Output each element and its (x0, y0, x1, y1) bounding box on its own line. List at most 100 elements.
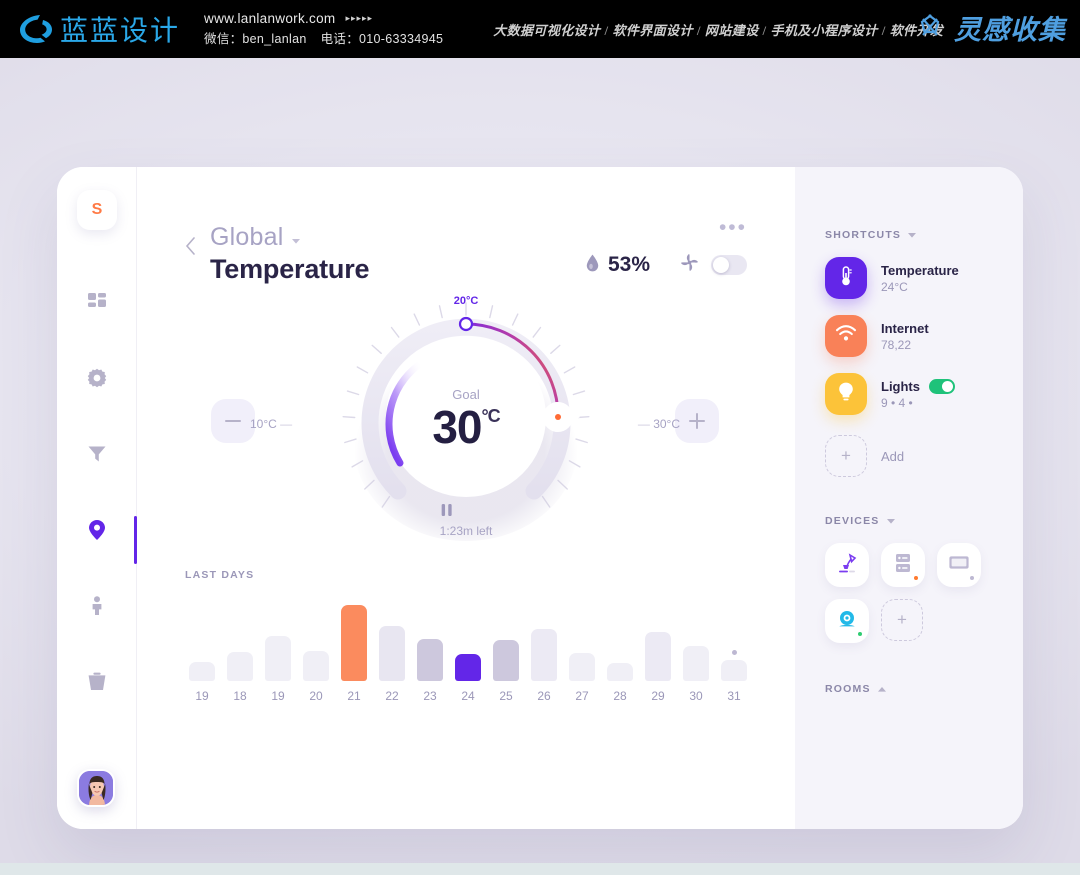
bar-column[interactable] (265, 636, 291, 681)
device-monitor[interactable] (937, 543, 981, 587)
right-panel: SHORTCUTS Temperature (795, 167, 1023, 829)
bar-column[interactable] (455, 654, 481, 681)
device-desk-lamp[interactable] (825, 543, 869, 587)
bar-column[interactable] (607, 663, 633, 681)
sidebar-item-filter[interactable] (75, 432, 119, 476)
location-pin-icon (88, 519, 106, 541)
increase-temperature-button[interactable] (675, 399, 719, 443)
brand-block: 蓝蓝设计 (18, 9, 180, 49)
phone-label: 电话： (320, 31, 359, 46)
shortcut-lights[interactable]: Lights 9 • 4 • (825, 373, 1023, 415)
desk-lamp-icon (836, 552, 858, 579)
person-icon (90, 596, 104, 616)
bar (531, 629, 557, 681)
caret-down-icon (908, 229, 917, 241)
chevron-left-icon[interactable] (185, 237, 196, 260)
bar-label: 27 (575, 689, 589, 703)
sidebar-item-dashboard[interactable] (75, 280, 119, 324)
device-webcam[interactable] (825, 599, 869, 643)
bar (569, 653, 595, 681)
bar-column[interactable] (341, 605, 367, 681)
add-device-button[interactable]: + (881, 599, 923, 641)
shortcuts-section-header[interactable]: SHORTCUTS (825, 229, 1023, 241)
fan-propeller-icon[interactable] (680, 253, 699, 277)
sidebar-item-profile[interactable] (75, 584, 119, 628)
device-server-rack[interactable] (881, 543, 925, 587)
breadcrumb[interactable]: Global (210, 223, 369, 252)
promo-nav: 大数据可视化设计 / 软件界面设计 / 网站建设 / 手机及小程序设计 / 软件开发 (493, 22, 944, 38)
dial-top-label: 20°C (453, 295, 479, 307)
bar-column[interactable] (683, 646, 709, 681)
shortcut-internet[interactable]: Internet 78,22 (825, 315, 1023, 357)
dial-center-readout: Goal 30°C (376, 387, 556, 454)
promo-nav-item-0[interactable]: 大数据可视化设计 (493, 22, 601, 38)
goal-value: 30°C (432, 401, 500, 453)
bar-label: 22 (385, 689, 399, 703)
pause-icon[interactable] (440, 503, 493, 517)
add-shortcut-row[interactable]: + Add (825, 435, 1023, 477)
bar (303, 651, 329, 681)
promo-nav-item-2[interactable]: 网站建设 (704, 22, 759, 38)
app-logo-button[interactable]: S (77, 190, 117, 230)
collect-block[interactable]: 灵感收集 (913, 8, 1066, 47)
monitor-icon (948, 554, 970, 577)
devices-section-header[interactable]: DEVICES (825, 515, 1023, 527)
header-right: ••• 53% (586, 216, 747, 277)
shortcut-name: Temperature (881, 262, 959, 278)
decrease-temperature-button[interactable] (211, 399, 255, 443)
dial-footer: 1:23m left (440, 503, 493, 538)
lights-toggle[interactable] (929, 378, 955, 394)
sidebar-item-trash[interactable] (75, 660, 119, 704)
fan-toggle[interactable] (711, 255, 747, 275)
promo-nav-item-3[interactable]: 手机及小程序设计 (770, 22, 878, 38)
app-logo-letter: S (91, 201, 103, 218)
device-status-dot (970, 576, 974, 580)
bar-column[interactable] (721, 650, 747, 681)
bar-column[interactable] (189, 662, 215, 681)
bar (265, 636, 291, 681)
shortcut-temperature[interactable]: Temperature 24°C (825, 257, 1023, 299)
bar-column[interactable] (569, 653, 595, 681)
funnel-filter-icon (87, 444, 107, 464)
sidebar-item-settings[interactable] (75, 356, 119, 400)
bar (721, 660, 747, 681)
bar (645, 632, 671, 681)
metrics-row: 53% (586, 253, 747, 277)
bar-column[interactable] (303, 651, 329, 681)
plus-icon: + (897, 610, 907, 629)
bar-label: 25 (499, 689, 513, 703)
rooms-section-header[interactable]: ROOMS (825, 683, 1023, 695)
bar-column[interactable] (379, 626, 405, 681)
goal-unit: °C (481, 406, 500, 426)
bar-column[interactable] (531, 629, 557, 681)
shortcut-tile (825, 315, 867, 357)
rail-divider (136, 167, 137, 829)
bar-column[interactable] (645, 632, 671, 681)
caret-down-icon (886, 515, 895, 527)
sidebar-item-location[interactable] (75, 508, 137, 564)
bar-label: 21 (347, 689, 361, 703)
shortcut-meta: Lights 9 • 4 • (881, 378, 955, 410)
rail-nav (75, 248, 137, 704)
shortcut-sub: 9 • 4 • (881, 395, 913, 410)
chart-bars (185, 599, 747, 681)
bar-column[interactable] (227, 652, 253, 681)
avatar[interactable] (77, 769, 115, 807)
add-shortcut-button[interactable]: + (825, 435, 867, 477)
temperature-dial[interactable]: 20°C 10°C — — 30°C Goal 30°C (250, 295, 680, 553)
shortcut-tile (825, 257, 867, 299)
webcam-icon (836, 609, 858, 634)
bar-column[interactable] (417, 639, 443, 681)
overflow-menu-button[interactable]: ••• (718, 216, 747, 239)
bar (607, 663, 633, 681)
site-url[interactable]: www.lanlanwork.com (204, 10, 336, 26)
bar-column[interactable] (493, 640, 519, 681)
dial-left-label: 10°C — (250, 417, 293, 431)
bar-label: 23 (423, 689, 437, 703)
promo-nav-item-1[interactable]: 软件界面设计 (612, 22, 693, 38)
bar-label: 19 (271, 689, 285, 703)
bar-label: 31 (727, 689, 741, 703)
device-status-dot (858, 632, 862, 636)
promo-bar: 蓝蓝设计 www.lanlanwork.com ▸▸▸▸▸ 微信：ben_lan… (0, 0, 1080, 58)
add-shortcut-label: Add (881, 448, 905, 464)
